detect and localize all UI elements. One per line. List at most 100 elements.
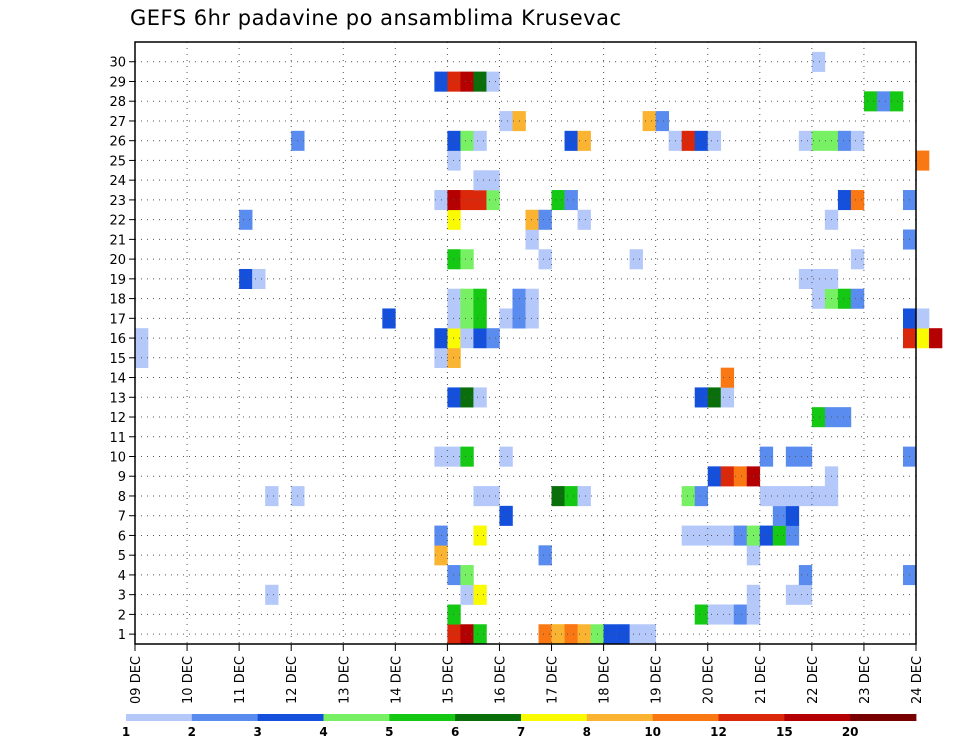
heatmap-cell [538, 209, 552, 230]
colorbar-swatch [389, 714, 456, 721]
heatmap-cell [460, 584, 474, 605]
y-tick-label: 22 [109, 214, 126, 229]
heatmap-cell [473, 387, 487, 408]
heatmap-cell [499, 111, 513, 132]
heatmap-cell [473, 328, 487, 349]
y-tick-label: 8 [118, 490, 126, 505]
heatmap-cell [694, 525, 709, 546]
heatmap-cell [473, 71, 487, 92]
heatmap-cell [473, 288, 487, 309]
colorbar-swatch [455, 714, 522, 721]
y-tick-label: 5 [118, 549, 126, 564]
heatmap-cell [759, 486, 774, 507]
x-tick-label: 09 DEC [129, 656, 144, 704]
heatmap-cell [265, 584, 279, 605]
colorbar-swatch [257, 714, 324, 721]
heatmap-cell [720, 604, 735, 625]
heatmap-cell [486, 486, 500, 507]
heatmap-cell [785, 584, 800, 605]
heatmap-cell [759, 525, 774, 546]
heatmap-cell [889, 91, 904, 112]
colorbar-label: 7 [517, 725, 525, 739]
heatmap-cell [798, 565, 813, 586]
heatmap-cell [733, 604, 748, 625]
colorbar-label: 8 [583, 725, 591, 739]
heatmap-cell [538, 624, 552, 645]
heatmap-cell [577, 624, 591, 645]
heatmap-cell [447, 387, 461, 408]
y-tick-label: 27 [109, 115, 126, 130]
y-tick-label: 6 [118, 529, 126, 544]
heatmap-cell [447, 288, 461, 309]
heatmap-cell [798, 584, 813, 605]
heatmap-cell [785, 505, 800, 526]
y-tick-label: 14 [109, 372, 126, 387]
heatmap-cell [837, 190, 852, 211]
heatmap-cell [499, 308, 513, 329]
heatmap-cell [447, 565, 461, 586]
y-tick-label: 16 [109, 332, 126, 347]
y-tick-label: 30 [109, 56, 126, 71]
heatmap-cell [473, 170, 487, 191]
heatmap-cell [499, 446, 513, 467]
heatmap-cell [564, 486, 578, 507]
y-tick-label: 13 [109, 391, 126, 406]
heatmap-cell [486, 190, 500, 211]
heatmap-cell [759, 446, 774, 467]
heatmap-cell [916, 308, 930, 329]
y-tick-label: 7 [118, 510, 126, 525]
colorbar-swatch [850, 714, 917, 721]
colorbar-label: 5 [385, 725, 393, 739]
heatmap-cell [460, 308, 474, 329]
colorbar-label: 15 [776, 725, 793, 739]
heatmap-cell [798, 130, 813, 151]
colorbar-label: 3 [253, 725, 261, 739]
heatmap-cell [681, 525, 696, 546]
heatmap-cell [447, 71, 461, 92]
y-tick-label: 24 [109, 174, 126, 189]
colorbar-label: 6 [451, 725, 459, 739]
x-tick-label: 23 DEC [858, 656, 873, 704]
y-tick-label: 3 [118, 589, 126, 604]
colorbar-swatch [191, 714, 259, 721]
heatmap-cell [564, 624, 578, 645]
heatmap-cell [525, 288, 539, 309]
heatmap-cell [473, 130, 487, 151]
heatmap-cell [772, 505, 787, 526]
heatmap-cell [629, 624, 643, 645]
y-tick-label: 18 [109, 293, 126, 308]
heatmap-cell [837, 130, 852, 151]
heatmap-cell [577, 130, 591, 151]
heatmap-cell [850, 249, 865, 270]
y-tick-label: 17 [109, 312, 126, 327]
colorbar-swatch [784, 714, 851, 721]
colorbar-label: 10 [644, 725, 661, 739]
heatmap-cell [525, 308, 539, 329]
y-tick-label: 25 [109, 154, 126, 169]
x-tick-label: 10 DEC [181, 656, 196, 704]
heatmap-cell [785, 446, 800, 467]
colorbar: 1 2 3 4 5 6 7 8 10 12 15 20 [122, 714, 917, 739]
heatmap-cell [616, 624, 630, 645]
heatmap-cell [577, 486, 591, 507]
y-tick-label: 10 [109, 450, 126, 465]
x-tick-label: 16 DEC [493, 656, 508, 704]
heatmap-cell [863, 91, 878, 112]
heatmap-cell [447, 249, 461, 270]
colorbar-swatch [586, 714, 654, 721]
heatmap-cell [486, 170, 500, 191]
heatmap-cell [473, 190, 487, 211]
heatmap-cell [460, 387, 474, 408]
heatmap-cell [720, 525, 735, 546]
heatmap-cell [265, 486, 279, 507]
heatmap-cell [447, 209, 461, 230]
heatmap-cell [447, 328, 461, 349]
heatmap-cell [447, 308, 461, 329]
x-tick-label: 19 DEC [650, 656, 665, 704]
heatmap-cell [837, 288, 852, 309]
heatmap-cell [733, 525, 748, 546]
colorbar-label: 1 [122, 725, 130, 739]
heatmap-cell [460, 328, 474, 349]
y-tick-label: 9 [118, 470, 126, 485]
heatmap-cell [707, 130, 722, 151]
